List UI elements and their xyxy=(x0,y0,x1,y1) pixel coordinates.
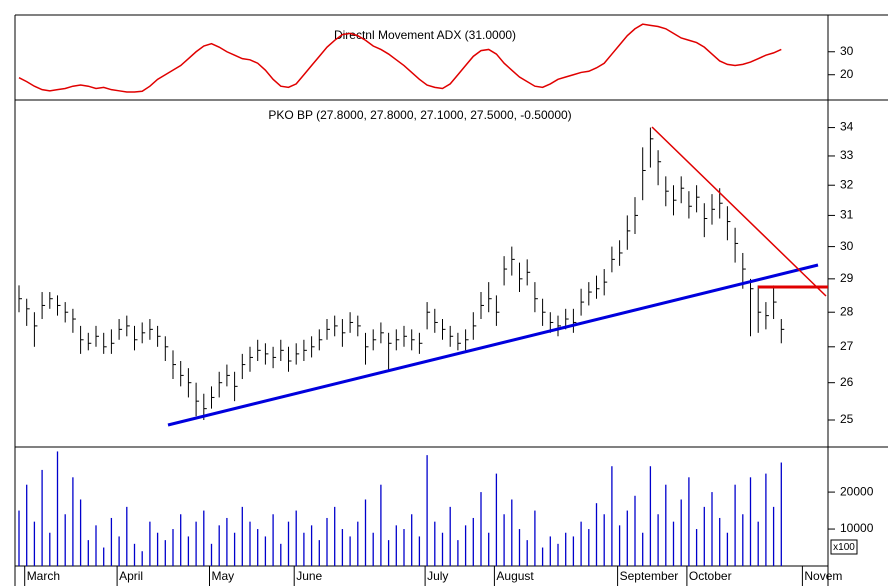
unit-box xyxy=(830,539,858,555)
y-tick-label: 28 xyxy=(840,304,854,318)
x-tick-label: August xyxy=(496,569,534,583)
x-tick-label: June xyxy=(296,569,322,583)
unit-label: x100 xyxy=(833,542,855,553)
marks: 20 30 25 26 27 28 29 30 31 32 33 34 10000 20000 March A… xyxy=(18,23,874,586)
x-tick-label: Novem xyxy=(804,569,842,583)
adx-title: Directnl Movement ADX (31.0000) xyxy=(334,28,516,42)
y-tick-label: 34 xyxy=(840,120,854,134)
x-tick-label: March xyxy=(27,569,60,583)
price-title: PKO BP (27.8000, 27.8000, 27.1000, 27.50… xyxy=(268,108,571,122)
y-tick-label: 10000 xyxy=(840,521,874,535)
y-tick-label: 30 xyxy=(840,239,854,253)
adx-line xyxy=(18,23,782,93)
y-tick-label: 27 xyxy=(840,339,854,353)
x-tick-label: May xyxy=(212,569,235,583)
y-tick-label: 31 xyxy=(840,208,854,222)
y-tick-label: 33 xyxy=(840,148,854,162)
y-tick-label: 29 xyxy=(840,271,854,285)
y-tick-label: 20000 xyxy=(840,484,874,498)
x-tick-label: October xyxy=(689,569,732,583)
y-tick-label: 32 xyxy=(840,177,854,191)
x-tick-label: April xyxy=(119,569,143,583)
y-tick-label: 30 xyxy=(840,44,854,58)
x-tick-label: September xyxy=(620,569,679,583)
support-trendline xyxy=(167,263,819,427)
resistance-trendline xyxy=(651,126,827,297)
y-tick-label: 20 xyxy=(840,67,854,81)
x-tick-label: July xyxy=(427,569,448,583)
y-tick-label: 25 xyxy=(840,412,854,426)
y-tick-label: 26 xyxy=(840,375,854,389)
